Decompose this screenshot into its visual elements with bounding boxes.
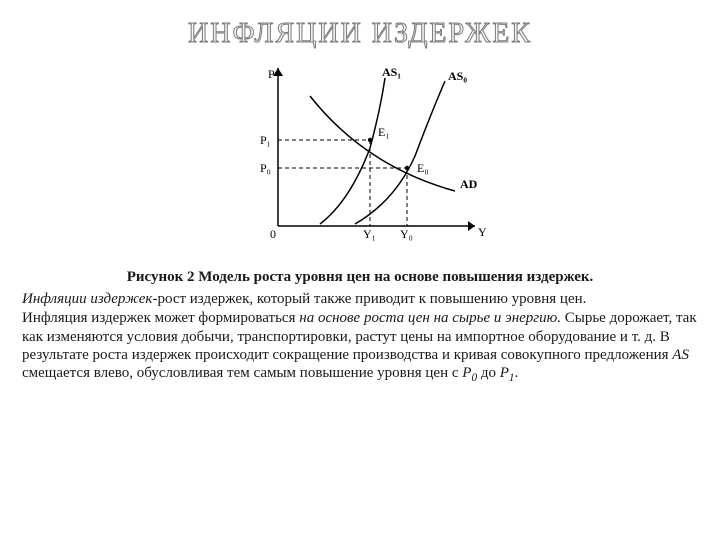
page-title: ИНФЛЯЦИИ ИЗДЕРЖЕК ИНФЛЯЦИИ ИЗДЕРЖЕК (0, 0, 720, 50)
cost-inflation-chart: P Y 0 P₀ P₁ Y₀ Y₁ AD AS₀ AS₁ E₀ E₁ (230, 56, 490, 256)
paragraph-1: Инфляции издержек-рост издержек, который… (22, 290, 698, 308)
paragraph-2: Инфляция издержек может формироваться на… (22, 309, 698, 386)
point-e1 (368, 138, 372, 142)
origin-label: 0 (270, 227, 276, 241)
axis-label-p: P (268, 67, 275, 81)
axis-label-y: Y (478, 225, 487, 239)
tick-y0: Y₀ (400, 227, 413, 241)
curve-label-ad: AD (460, 177, 478, 191)
tick-y1: Y₁ (363, 227, 376, 241)
tick-p0: P₀ (260, 161, 271, 175)
point-e0 (405, 166, 409, 170)
figure-caption: Рисунок 2 Модель роста уровня цен на осн… (0, 269, 720, 286)
point-label-e0: E₀ (417, 161, 429, 175)
point-label-e1: E₁ (378, 125, 390, 139)
tick-p1: P₁ (260, 133, 271, 147)
curve-label-as0: AS₀ (448, 69, 467, 83)
chart-container: P Y 0 P₀ P₁ Y₀ Y₁ AD AS₀ AS₁ E₀ E₁ (0, 56, 720, 261)
body-text: Инфляции издержек-рост издержек, который… (0, 286, 720, 386)
curve-label-as1: AS₁ (382, 65, 401, 79)
